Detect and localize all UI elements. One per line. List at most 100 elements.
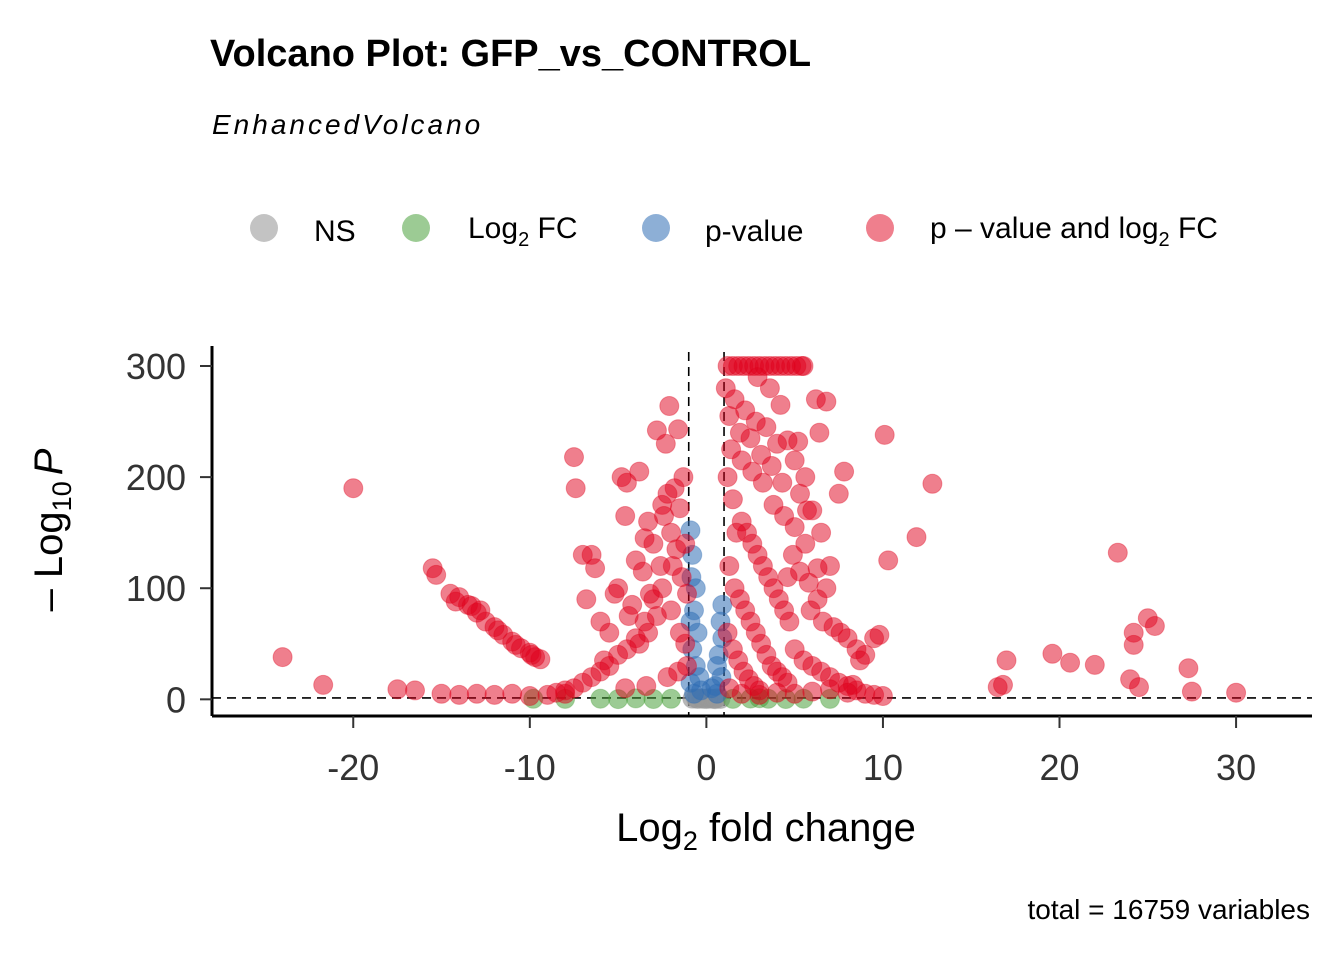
point-3-154 (717, 467, 738, 488)
point-3-2 (343, 478, 364, 499)
point-3-137 (828, 483, 849, 504)
point-3-204 (1107, 542, 1128, 563)
point-3-69 (671, 567, 692, 588)
point-2-20 (684, 683, 704, 704)
point-3-25 (431, 683, 452, 704)
point-3-202 (1060, 652, 1081, 673)
point-3-238 (777, 567, 798, 588)
point-3-24 (521, 644, 542, 665)
point-3-62 (659, 396, 680, 416)
point-3-3 (387, 679, 408, 700)
point-3-46 (616, 472, 637, 493)
point-3-22 (488, 620, 508, 641)
point-3-152 (906, 527, 927, 548)
point-3-215 (731, 683, 752, 704)
point-2-19 (712, 594, 733, 615)
x-axis-title: Log2 fold change (616, 806, 916, 856)
point-3-203 (1084, 654, 1105, 675)
point-3-231 (784, 517, 805, 538)
point-3-118 (740, 428, 761, 449)
point-3-41 (599, 622, 620, 643)
point-3-67 (668, 419, 689, 440)
point-3-150 (874, 424, 895, 445)
point-3-1 (313, 674, 334, 695)
point-3-213 (1226, 682, 1247, 703)
point-3-43 (608, 578, 629, 599)
point-3-222 (747, 367, 768, 388)
point-3-122 (761, 456, 782, 476)
point-3-60 (655, 433, 676, 454)
point-3-23 (505, 634, 526, 655)
point-3-178 (717, 622, 738, 643)
point-3-72 (677, 583, 697, 604)
y-tick-label-1: 100 (126, 568, 186, 609)
legend-label-pfc: p – value and log2 FC (930, 212, 1218, 251)
point-3-33 (564, 447, 584, 468)
point-3-51 (632, 561, 653, 582)
point-3-155 (722, 489, 743, 510)
series-3 (272, 356, 1247, 706)
legend-key-ns (250, 214, 278, 242)
point-3-26 (449, 684, 470, 705)
point-3-121 (756, 417, 777, 438)
point-3-141 (800, 600, 821, 621)
point-3-112 (793, 356, 814, 376)
point-3-50 (629, 461, 650, 482)
point-3-30 (519, 686, 540, 706)
point-3-207 (1123, 634, 1144, 655)
point-3-165 (779, 611, 800, 632)
point-3-21 (449, 587, 470, 608)
point-3-134 (802, 500, 823, 521)
point-3-55 (643, 533, 664, 554)
point-3-221 (837, 682, 858, 703)
point-3-138 (834, 461, 855, 482)
data-points (272, 356, 1247, 710)
x-tick-label-4: 20 (1039, 747, 1079, 788)
point-3-89 (646, 606, 667, 626)
point-3-36 (576, 589, 597, 610)
point-3-128 (795, 467, 816, 488)
legend: NS Log2 FC p-value p – value and log2 FC (250, 212, 1218, 251)
point-3-228 (752, 472, 773, 493)
x-tick-label-3: 10 (863, 747, 903, 788)
point-3-211 (1178, 658, 1199, 679)
point-3-70 (673, 467, 694, 488)
point-3-48 (622, 594, 643, 615)
point-3-210 (1144, 616, 1165, 636)
y-tick-label-0: 0 (166, 679, 186, 720)
point-3-237 (807, 558, 828, 579)
point-3-151 (878, 550, 899, 571)
x-tick-label-5: 30 (1216, 747, 1256, 788)
point-3-223 (759, 378, 780, 399)
legend-key-pfc (866, 214, 894, 242)
point-3-130 (809, 422, 830, 443)
point-3-6 (426, 564, 447, 585)
legend-label-fc: Log2 FC (468, 212, 578, 251)
point-3-220 (820, 679, 840, 700)
point-3-85 (546, 682, 567, 703)
point-1-5 (661, 688, 682, 709)
chart-title: Volcano Plot: GFP_vs_CONTROL (210, 33, 811, 75)
point-3-132 (790, 483, 810, 504)
point-3-95 (636, 676, 657, 696)
point-3-71 (675, 533, 696, 554)
point-3-216 (749, 684, 770, 705)
axes (210, 346, 1312, 718)
point-3-96 (615, 678, 636, 699)
point-3-34 (565, 478, 586, 499)
point-3-166 (719, 556, 740, 576)
point-3-197 (850, 650, 870, 671)
legend-label-ns: NS (314, 215, 356, 248)
point-3-224 (770, 394, 791, 415)
x-tick-label-1: -10 (504, 747, 556, 788)
point-1-2 (590, 688, 611, 709)
point-3-124 (772, 472, 793, 493)
caption: total = 16759 variables (1027, 894, 1310, 925)
point-3-59 (654, 506, 674, 526)
point-3-4 (405, 680, 425, 701)
point-3-74 (643, 589, 664, 610)
point-3-135 (811, 522, 832, 543)
point-3-27 (466, 683, 487, 704)
